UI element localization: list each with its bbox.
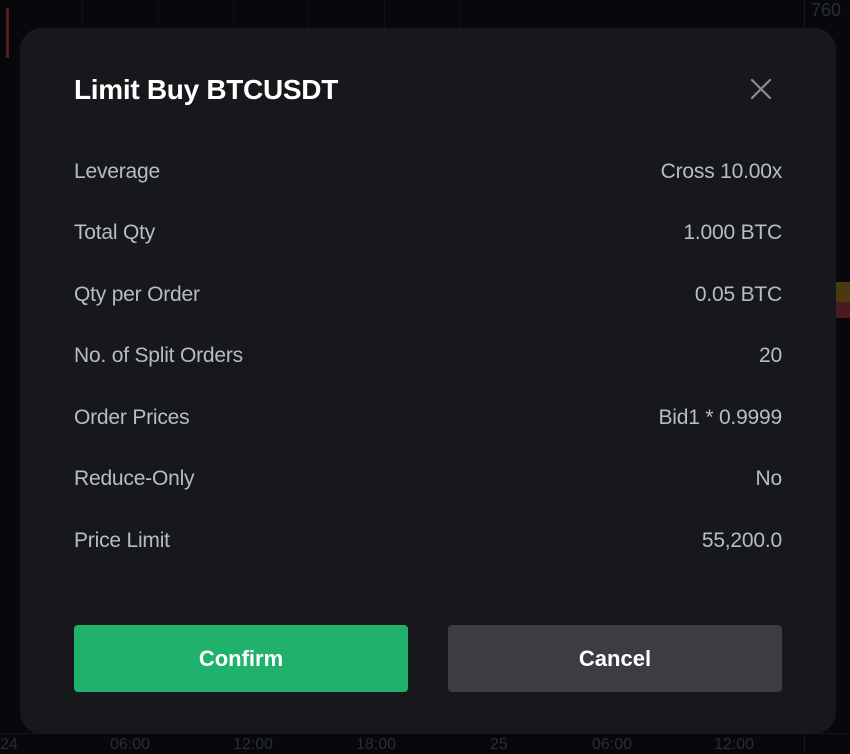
row-label: No. of Split Orders [74, 344, 243, 367]
time-label: 12:00 [714, 736, 755, 753]
detail-row-leverage: Leverage Cross 10.00x [74, 157, 782, 187]
row-label: Qty per Order [74, 283, 200, 306]
close-icon[interactable] [746, 74, 776, 104]
detail-row-order-prices: Order Prices Bid1 * 0.9999 [74, 403, 782, 433]
order-confirm-dialog: Limit Buy BTCUSDT Leverage Cross 10.00x … [20, 28, 836, 734]
time-label: 12:00 [233, 736, 274, 753]
row-value: Bid1 * 0.9999 [658, 406, 782, 429]
time-label: 06:00 [110, 736, 151, 753]
row-label: Total Qty [74, 221, 156, 244]
detail-row-qty-per-order: Qty per Order 0.05 BTC [74, 280, 782, 310]
row-label: Leverage [74, 160, 160, 183]
confirm-button[interactable]: Confirm [74, 625, 408, 692]
detail-row-reduce-only: Reduce-Only No [74, 464, 782, 494]
row-value: 0.05 BTC [694, 283, 782, 306]
detail-row-price-limit: Price Limit 55,200.0 [74, 526, 782, 556]
cancel-button[interactable]: Cancel [448, 625, 782, 692]
candlestick [6, 8, 9, 58]
row-value: 1.000 BTC [683, 221, 782, 244]
dialog-title: Limit Buy BTCUSDT [74, 74, 339, 105]
time-label: 18:00 [356, 736, 397, 753]
row-value: Cross 10.00x [660, 160, 783, 183]
time-label: 06:00 [592, 736, 633, 753]
time-axis: 24 06:00 12:00 18:00 25 06:00 12:00 [0, 733, 850, 754]
row-value: 20 [759, 344, 782, 367]
row-value: 55,200.0 [701, 529, 782, 552]
price-label: 760 [811, 0, 842, 20]
row-label: Order Prices [74, 406, 190, 429]
time-label: 24 [0, 736, 18, 753]
detail-row-total-qty: Total Qty 1.000 BTC [74, 218, 782, 248]
row-label: Reduce-Only [74, 467, 195, 490]
detail-row-split-orders: No. of Split Orders 20 [74, 341, 782, 371]
row-value: No [755, 467, 783, 490]
time-label: 25 [490, 736, 508, 753]
row-label: Price Limit [74, 529, 170, 552]
